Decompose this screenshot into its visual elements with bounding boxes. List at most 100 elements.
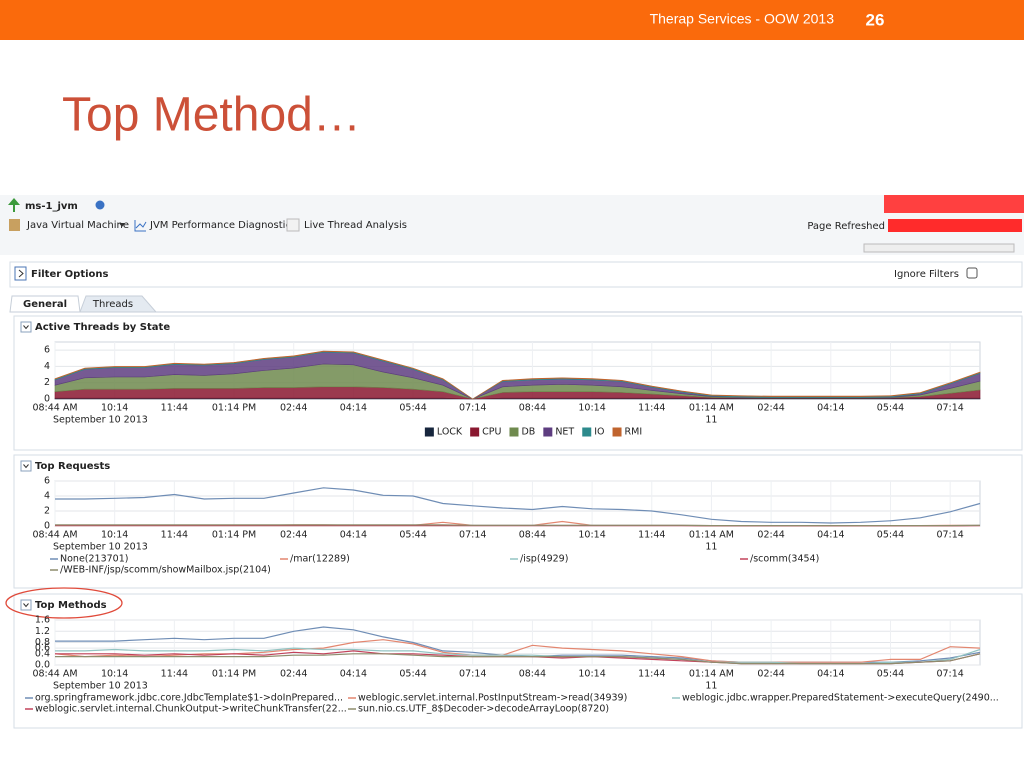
y-tick-label: 2: [44, 506, 50, 517]
line: [54, 639, 981, 663]
legend-label: /WEB-INF/jsp/scomm/showMailbox.jsp(2104): [60, 565, 271, 576]
x-tick-label: 04:14: [817, 403, 844, 414]
y-tick-label: 1.2: [35, 626, 50, 637]
x-tick-label: 05:44: [877, 530, 904, 541]
x-tick-label: 08:44: [519, 403, 546, 414]
x-tick-label: 07:14: [936, 669, 963, 680]
x-tick-label: 10:14: [578, 669, 605, 680]
x-tick-label: 01:14 AM: [689, 403, 734, 414]
y-tick-label: 4: [44, 361, 50, 372]
legend-swatch: [470, 427, 480, 437]
thread-icon: [286, 218, 300, 232]
x-tick-label: 02:44: [757, 530, 784, 541]
y-tick-label: 0.6: [35, 643, 50, 654]
x-tick-label: 10:14: [101, 669, 128, 680]
legend-label: /mar(12289): [290, 554, 350, 565]
expand-arrow: [18, 269, 24, 278]
legend-label: weblogic.servlet.internal.ChunkOutput->w…: [35, 704, 347, 715]
x-tick-label: 11:44: [161, 403, 188, 414]
x-tick-label: 05:44: [399, 669, 426, 680]
expand-button[interactable]: [14, 266, 27, 281]
y-tick-label: 0: [44, 521, 50, 532]
line: [55, 653, 981, 665]
dropdown-arrow: [119, 223, 125, 227]
menu-item[interactable]: JVM Performance Diagnostics: [149, 220, 296, 231]
tab-label[interactable]: General: [23, 299, 67, 310]
chart-title: Active Threads by State: [35, 322, 170, 333]
x-tick-label: 01:14 PM: [212, 403, 256, 414]
jvm-icon: [9, 219, 20, 231]
plot-area: [54, 480, 981, 527]
x-tick-label: 01:14 AM: [689, 669, 734, 680]
collapse-arrow: [23, 464, 29, 469]
x-tick-label: 05:44: [877, 403, 904, 414]
collapse-arrow: [23, 603, 29, 608]
date-label: September 10 2013: [53, 681, 148, 692]
date-label: 11: [705, 681, 717, 692]
x-tick-label: 07:14: [459, 403, 486, 414]
legend-swatch: [509, 427, 519, 437]
line: [55, 524, 981, 527]
x-tick-label: 10:14: [578, 403, 605, 414]
x-tick-label: 02:44: [757, 403, 784, 414]
x-tick-label: 11:44: [638, 403, 665, 414]
legend-swatch: [582, 427, 592, 437]
y-tick-label: 2: [44, 377, 50, 388]
x-tick-label: 04:14: [340, 530, 367, 541]
x-tick-label: 04:14: [817, 530, 844, 541]
target-name: ms-1_jvm: [25, 201, 78, 212]
date-label: 11: [705, 415, 717, 426]
collapse-button[interactable]: [20, 321, 32, 333]
info-icon: [95, 200, 105, 210]
collapse-button[interactable]: [20, 599, 32, 611]
x-tick-label: 07:14: [459, 530, 486, 541]
menu-item[interactable]: Live Thread Analysis: [304, 220, 407, 231]
y-tick-label: 0.8: [35, 637, 50, 648]
x-tick-label: 01:14 PM: [212, 530, 256, 541]
x-tick-label: 08:44: [519, 669, 546, 680]
menu-item[interactable]: Java Virtual Machine: [26, 220, 129, 231]
checkbox[interactable]: [966, 267, 978, 279]
slide-title: Top Method…: [62, 89, 361, 142]
x-tick-label: 10:14: [578, 530, 605, 541]
chart-title: Top Methods: [35, 600, 107, 611]
x-tick-label: 02:44: [280, 669, 307, 680]
y-tick-label: 6: [44, 476, 50, 487]
line: [55, 487, 981, 524]
x-tick-label: 01:14 PM: [212, 669, 256, 680]
x-tick-label: 07:14: [459, 669, 486, 680]
y-tick-label: 1.6: [35, 615, 50, 626]
x-tick-label: 11:44: [161, 530, 188, 541]
redacted-block: [884, 195, 1024, 213]
legend-label: weblogic.jdbc.wrapper.PreparedStatement-…: [682, 693, 999, 704]
tab-label[interactable]: Threads: [92, 299, 133, 310]
legend-label: DB: [521, 427, 535, 438]
app-header: [0, 195, 1024, 255]
x-tick-label: 05:44: [399, 403, 426, 414]
date-label: September 10 2013: [53, 415, 148, 426]
legend-swatch: [543, 427, 553, 437]
legend-label: RMI: [625, 427, 643, 438]
x-tick-label: 11:44: [638, 530, 665, 541]
collapse-button[interactable]: [20, 460, 32, 472]
legend-label: weblogic.servlet.internal.PostInputStrea…: [358, 693, 627, 704]
charts: Active Threads by State 0 2 4 6 08:44 AM 10:14…: [20, 321, 999, 715]
x-tick-label: 07:14: [936, 403, 963, 414]
filter-options-label[interactable]: Filter Options: [31, 269, 109, 280]
x-tick-label: 01:14 AM: [689, 530, 734, 541]
chart-icon: [134, 220, 147, 232]
x-tick-label: 02:44: [757, 669, 784, 680]
filter-panel: [9, 261, 1023, 288]
chart-title: Top Requests: [35, 461, 110, 472]
y-tick-label: 0.0: [35, 660, 50, 671]
highlight-ellipse: [5, 587, 123, 619]
legend-label: /isp(4929): [520, 554, 568, 565]
collapse-arrow: [23, 325, 29, 330]
legend-label: LOCK: [437, 427, 463, 438]
x-tick-label: 04:14: [340, 403, 367, 414]
x-tick-label: 05:44: [399, 530, 426, 541]
control: [863, 243, 1015, 253]
x-tick-label: 05:44: [877, 669, 904, 680]
legend-label: None(213701): [60, 554, 128, 565]
